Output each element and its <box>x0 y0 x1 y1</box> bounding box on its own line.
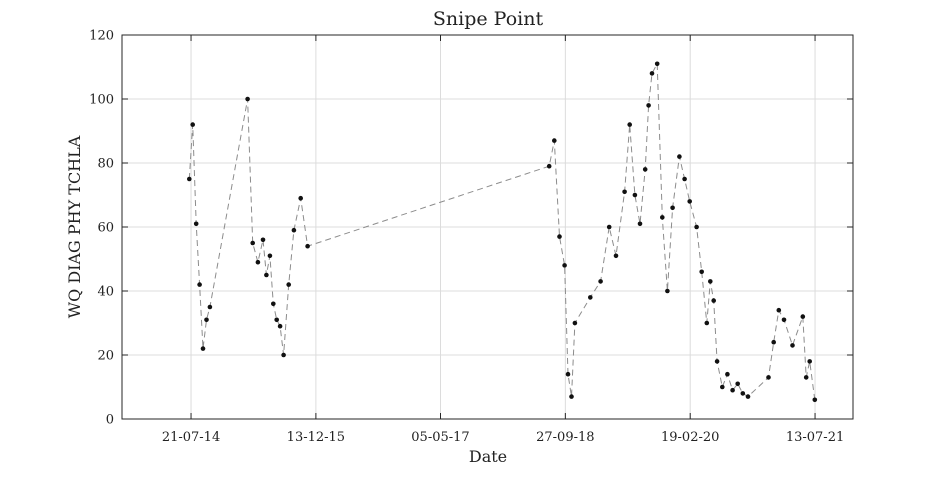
series-layer <box>187 61 818 403</box>
data-point <box>682 176 687 182</box>
x-tick-label: 21-07-14 <box>162 430 220 445</box>
y-axis-label: WQ DIAG PHY TCHLA <box>65 135 84 318</box>
data-point <box>298 195 304 201</box>
data-point <box>598 279 603 284</box>
y-tick-label: 120 <box>89 29 114 44</box>
data-point <box>677 154 682 159</box>
y-tick-label: 20 <box>97 349 114 364</box>
data-point <box>569 394 574 399</box>
y-tick-label: 60 <box>97 221 114 236</box>
data-point <box>781 317 787 323</box>
data-point <box>632 192 638 198</box>
data-point <box>562 263 567 268</box>
series-line <box>188 61 816 400</box>
data-point <box>800 314 806 319</box>
data-point <box>704 320 710 326</box>
data-point <box>277 323 283 329</box>
data-point <box>714 359 720 364</box>
data-point <box>807 359 812 364</box>
data-point <box>665 288 670 294</box>
data-point <box>546 163 552 169</box>
data-point <box>281 352 286 358</box>
data-point <box>660 215 665 220</box>
data-point <box>627 122 632 127</box>
data-point <box>637 221 643 227</box>
data-point <box>588 295 593 300</box>
data-point <box>730 387 735 393</box>
y-tick-label: 40 <box>97 285 114 300</box>
data-point <box>204 317 209 323</box>
tick-layer: 0 20 40 60 80 100 120 21-07-14 13-12-15 05-05-17 2… <box>89 29 853 445</box>
data-point <box>271 301 276 307</box>
grid-layer <box>122 34 853 420</box>
data-point <box>557 234 562 239</box>
data-point <box>291 227 297 233</box>
data-point <box>670 205 675 211</box>
data-point <box>735 381 740 387</box>
data-point <box>776 307 782 313</box>
data-point <box>694 224 699 230</box>
data-point <box>654 61 660 67</box>
data-point <box>286 282 292 287</box>
x-tick-label: 19-02-20 <box>661 430 719 445</box>
data-point <box>649 71 655 76</box>
data-point <box>745 394 751 399</box>
data-point <box>552 138 557 143</box>
data-point <box>711 298 716 303</box>
data-point <box>606 224 612 230</box>
data-point <box>622 189 627 195</box>
data-point <box>803 375 809 380</box>
data-point <box>646 103 651 108</box>
y-tick-label: 80 <box>97 157 114 172</box>
y-tick-label: 100 <box>89 93 114 108</box>
data-point <box>687 199 692 204</box>
data-point <box>740 391 746 396</box>
data-point <box>305 243 310 249</box>
data-point <box>766 375 771 380</box>
data-point <box>260 237 266 243</box>
data-point <box>245 96 250 102</box>
data-point <box>200 346 206 351</box>
data-point <box>720 384 725 390</box>
data-point <box>250 240 255 246</box>
data-point <box>725 371 730 377</box>
data-point <box>708 279 713 284</box>
data-point <box>274 317 280 323</box>
y-tick-label: 0 <box>106 413 114 428</box>
data-point <box>812 397 818 403</box>
x-tick-label: 13-07-21 <box>786 430 844 445</box>
data-point <box>699 269 704 275</box>
data-point <box>267 253 273 259</box>
data-point <box>207 304 213 310</box>
data-point <box>790 343 795 348</box>
x-tick-label: 27-09-18 <box>536 430 594 445</box>
x-axis-label: Date <box>469 447 507 466</box>
data-point <box>565 371 571 377</box>
data-point <box>187 176 192 182</box>
chart-title: Snipe Point <box>433 8 544 30</box>
data-point <box>264 272 269 278</box>
data-point <box>197 282 202 287</box>
data-point <box>255 259 261 265</box>
data-point <box>771 339 776 345</box>
data-point <box>572 320 578 326</box>
x-tick-label: 05-05-17 <box>411 430 469 445</box>
data-point <box>613 253 619 259</box>
data-point <box>193 221 199 227</box>
x-tick-label: 13-12-15 <box>287 430 345 445</box>
data-point <box>190 122 195 127</box>
data-point <box>642 167 648 172</box>
